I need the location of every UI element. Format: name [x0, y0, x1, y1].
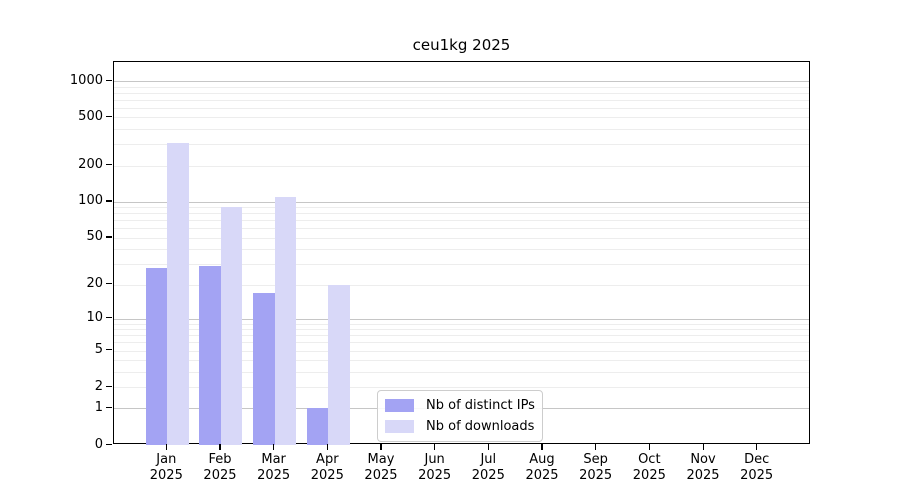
x-axis-tick-label: May 2025	[364, 452, 398, 483]
minor-gridline	[114, 92, 809, 94]
x-axis-tick	[434, 444, 436, 450]
minor-gridline	[114, 371, 809, 373]
y-axis-tick	[106, 406, 112, 409]
x-axis-tick-label: Jun 2025	[418, 452, 452, 483]
bar-downloads-mar	[274, 196, 297, 445]
y-axis-tick	[106, 115, 112, 118]
legend-item-downloads: Nb of downloads	[378, 419, 542, 435]
major-gridline	[114, 81, 809, 82]
legend: Nb of distinct IPs Nb of downloads	[377, 390, 543, 442]
minor-gridline	[114, 329, 809, 331]
bar-distinct-ips-jan	[145, 267, 168, 445]
x-axis-tick-label: Apr 2025	[310, 452, 344, 483]
x-axis-tick-label: Dec 2025	[740, 452, 774, 483]
minor-gridline	[114, 228, 809, 230]
major-gridline	[114, 201, 809, 203]
x-axis-tick	[487, 444, 490, 450]
chart-title: ceu1kg 2025	[412, 36, 511, 54]
y-axis-tick-label: 50	[86, 229, 103, 245]
distinct-ips-swatch-icon	[385, 399, 414, 412]
downloads-swatch-icon	[385, 420, 414, 433]
minor-gridline	[114, 220, 809, 222]
x-axis-tick-label: Aug 2025	[525, 452, 559, 483]
x-axis-tick-label: Oct 2025	[632, 452, 666, 483]
y-axis-tick	[106, 349, 112, 351]
x-axis-tick	[380, 444, 382, 450]
minor-gridline	[114, 129, 809, 131]
x-axis-tick	[756, 444, 758, 450]
y-axis-tick-label: 10	[86, 310, 103, 326]
x-axis-tick	[165, 444, 168, 450]
x-axis-tick-label: Jan 2025	[149, 452, 183, 483]
legend-label-downloads: Nb of downloads	[426, 419, 535, 434]
minor-gridline	[114, 99, 809, 101]
minor-gridline	[114, 207, 809, 209]
minor-gridline	[114, 117, 809, 119]
y-axis-tick	[106, 317, 112, 319]
y-axis-tick-label: 2	[94, 378, 103, 394]
y-axis-tick	[106, 236, 112, 238]
x-axis-tick	[702, 444, 704, 450]
x-axis-tick	[541, 444, 543, 450]
minor-gridline	[114, 107, 809, 109]
y-axis-tick	[106, 385, 112, 387]
minor-gridline	[114, 264, 809, 266]
y-axis-tick	[106, 443, 112, 445]
x-axis-tick	[326, 444, 329, 450]
x-axis-tick	[273, 444, 275, 450]
minor-gridline	[114, 360, 809, 362]
x-axis-tick	[595, 444, 597, 450]
bar-distinct-ips-mar	[253, 292, 275, 445]
bar-distinct-ips-apr	[306, 408, 329, 445]
minor-gridline	[114, 342, 809, 344]
minor-gridline	[114, 213, 809, 215]
y-axis-tick-label: 200	[78, 157, 103, 173]
x-axis-tick-label: Sep 2025	[579, 452, 613, 483]
x-axis-tick	[219, 444, 221, 450]
y-axis-tick	[106, 200, 112, 202]
minor-gridline	[114, 86, 809, 88]
major-gridline	[114, 318, 809, 320]
minor-gridline	[114, 335, 809, 337]
bar-downloads-apr	[328, 284, 350, 445]
minor-gridline	[114, 249, 809, 251]
x-axis-tick-label: Feb 2025	[203, 452, 237, 483]
y-axis-tick-label: 20	[86, 276, 103, 292]
bar-downloads-jan	[167, 142, 189, 445]
y-axis-tick-label: 500	[78, 108, 103, 124]
minor-gridline	[114, 387, 809, 389]
legend-item-distinct-ips: Nb of distinct IPs	[378, 398, 542, 414]
minor-gridline	[114, 323, 809, 325]
x-axis-tick-label: Mar 2025	[257, 452, 291, 483]
plot-area	[113, 61, 810, 445]
x-axis-tick-label: Nov 2025	[686, 452, 720, 483]
x-axis-tick	[648, 444, 651, 450]
bar-downloads-feb	[220, 207, 243, 445]
y-axis-tick-label: 100	[78, 193, 103, 209]
minor-gridline	[114, 284, 809, 286]
y-axis-tick-label: 1000	[69, 72, 103, 88]
y-axis-tick-label: 1	[94, 399, 103, 415]
minor-gridline	[114, 165, 809, 167]
y-axis-tick	[106, 283, 112, 285]
y-axis-tick	[106, 79, 112, 81]
bar-distinct-ips-feb	[199, 265, 221, 445]
legend-label-distinct-ips: Nb of distinct IPs	[426, 398, 535, 413]
minor-gridline	[114, 350, 809, 352]
minor-gridline	[114, 144, 809, 146]
minor-gridline	[114, 237, 809, 239]
x-axis-tick-label: Jul 2025	[471, 452, 505, 483]
y-axis-tick-label: 5	[94, 342, 103, 358]
y-axis-tick-label: 0	[94, 436, 103, 452]
y-axis-tick	[106, 164, 112, 166]
